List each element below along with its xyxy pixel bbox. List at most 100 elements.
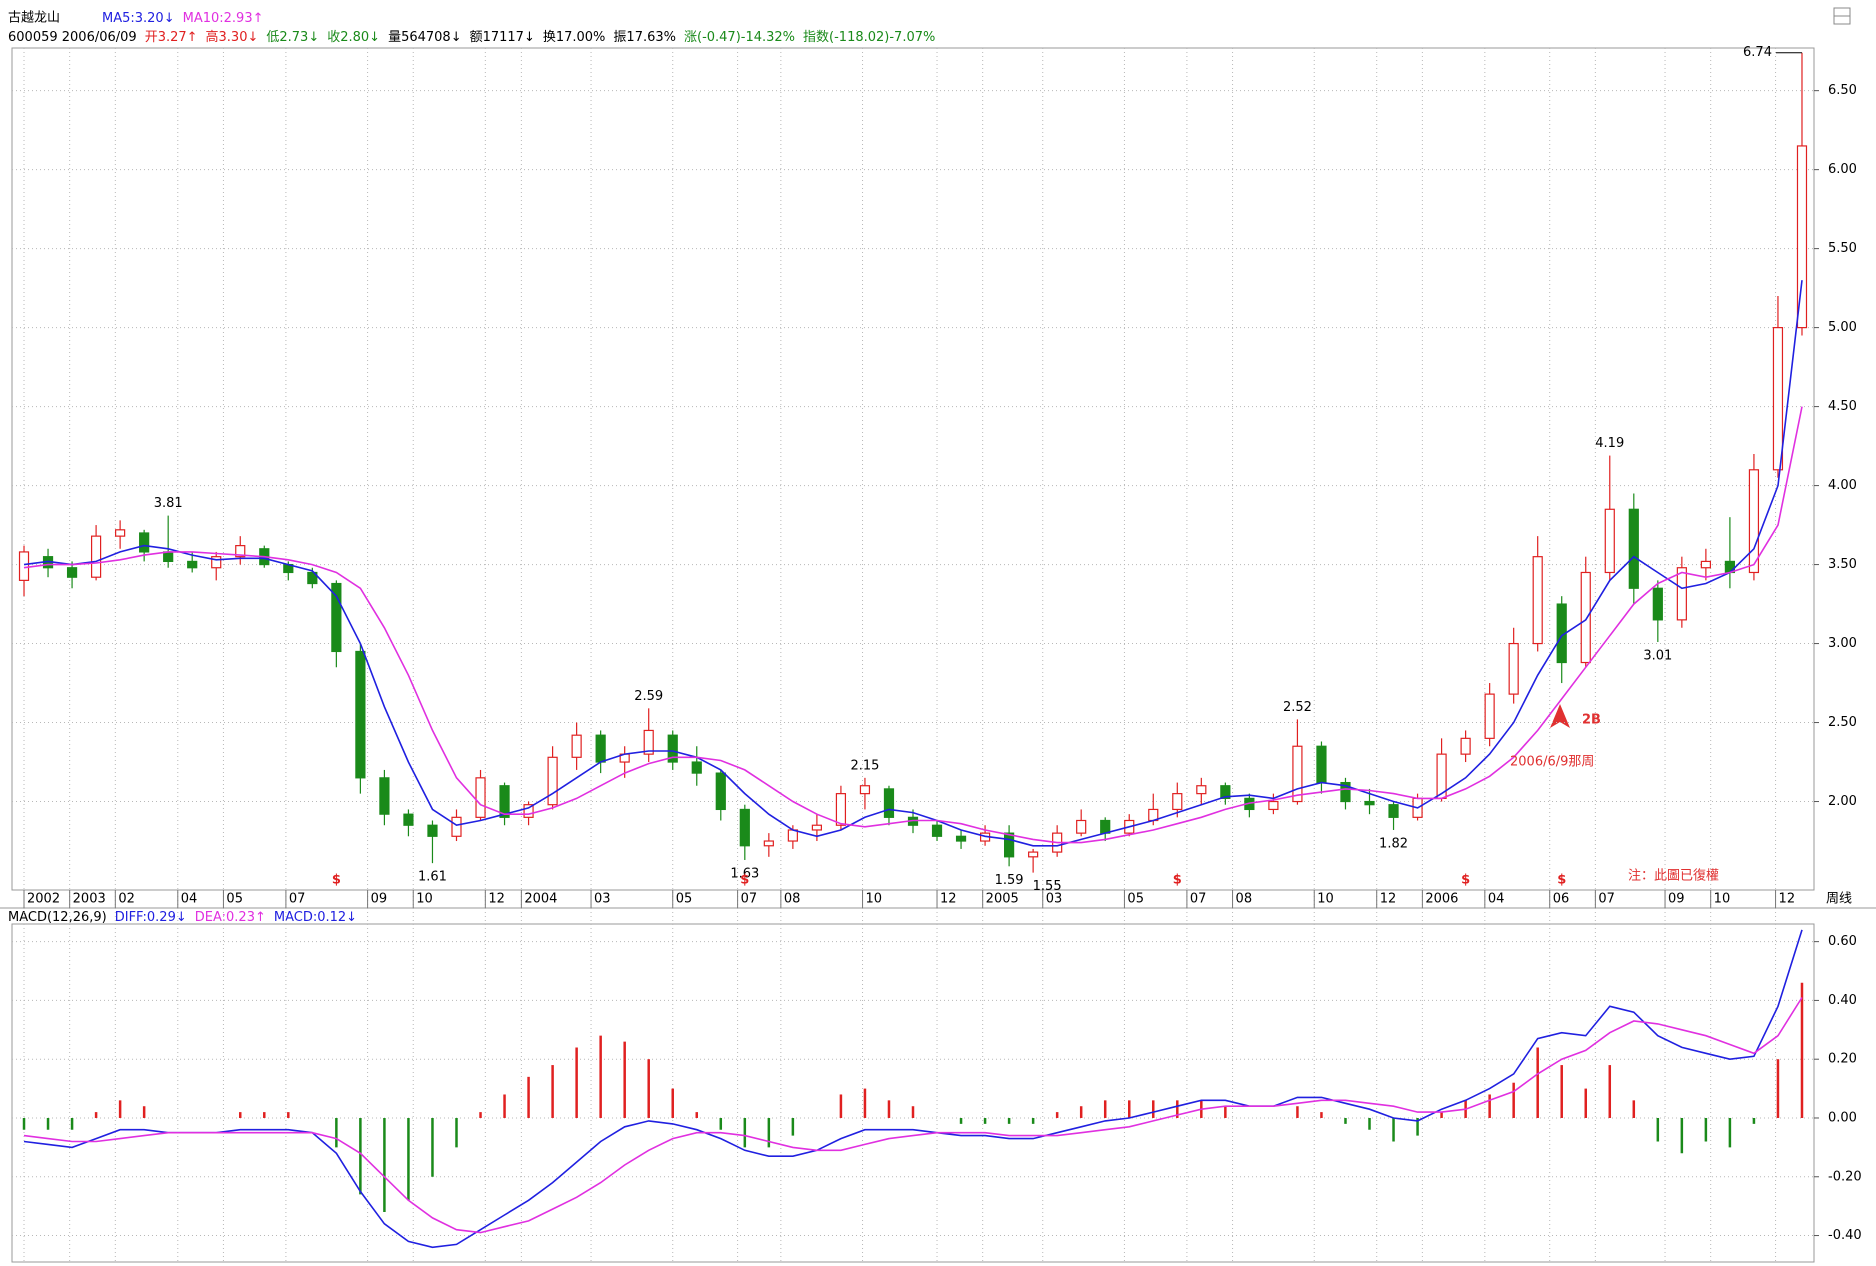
candle-body <box>235 545 246 558</box>
extreme-label: 3.81 <box>154 496 183 511</box>
candle-body <box>1196 785 1207 795</box>
candle-body <box>1004 832 1015 858</box>
quote-info-item: 换17.00% <box>543 30 606 45</box>
candle-body <box>1796 145 1808 329</box>
candle-body <box>715 772 726 811</box>
quote-info: 600059 2006/06/09 开3.27↑ 高3.30↓ 低2.73↓ 收2.80… <box>8 29 935 45</box>
annotation: 2B <box>1582 713 1601 728</box>
quote-info-item: 额17117↓ <box>470 30 535 45</box>
macd-panel-frame <box>11 923 1815 1263</box>
extreme-label: 4.19 <box>1595 436 1624 451</box>
x-tick-label: 05 <box>1127 892 1144 907</box>
y-tick-label: 0.40 <box>1828 993 1857 1008</box>
candle-body <box>955 835 967 842</box>
x-tick-label: 2003 <box>73 892 106 907</box>
period-label: 周线 <box>1826 892 1852 907</box>
y-tick-label: 5.00 <box>1828 320 1857 335</box>
x-tick-label: 12 <box>488 892 505 907</box>
candle-body <box>1748 469 1760 574</box>
candle-body <box>18 551 30 581</box>
y-tick-label: 5.50 <box>1828 241 1857 256</box>
candle-body <box>811 824 822 831</box>
x-tick-label: 10 <box>866 892 883 907</box>
candle-body <box>547 756 558 806</box>
candle-body <box>1532 556 1543 645</box>
extreme-label: 1.61 <box>418 870 447 885</box>
candle-body <box>1772 327 1784 471</box>
x-tick-label: 12 <box>1779 892 1796 907</box>
y-tick-label: 0.00 <box>1828 1110 1857 1125</box>
candle-body <box>427 824 438 837</box>
y-tick-label: 6.50 <box>1828 83 1857 98</box>
ma-legend-item: MA10:2.93↑ <box>183 11 264 26</box>
x-tick-label: 06 <box>1553 892 1570 907</box>
candle-body <box>883 788 895 818</box>
x-tick-label: 05 <box>226 892 243 907</box>
quote-info-item: 低2.73↓ <box>266 30 319 45</box>
candle-body <box>379 777 390 815</box>
candle-body <box>499 785 510 818</box>
x-tick-label: 08 <box>1236 892 1253 907</box>
candle-body <box>163 551 174 563</box>
candle-body <box>1580 571 1591 664</box>
candle-body <box>859 785 871 795</box>
x-tick-label: 12 <box>1380 892 1397 907</box>
candle-body <box>331 582 342 653</box>
candle-body <box>451 816 462 837</box>
extreme-label: 2.15 <box>850 758 879 773</box>
x-tick-label: 02 <box>118 892 135 907</box>
ex-rights-marker: $ <box>332 873 341 888</box>
candle-body <box>595 734 606 763</box>
x-tick-label: 09 <box>1668 892 1685 907</box>
extreme-label: 2.59 <box>634 689 663 704</box>
x-tick-label: 05 <box>676 892 693 907</box>
y-tick-label: 4.50 <box>1828 399 1857 414</box>
candle-body <box>475 777 486 818</box>
candle-body <box>355 650 366 779</box>
y-tick-label: 0.20 <box>1828 1052 1857 1067</box>
x-tick-label: 09 <box>371 892 388 907</box>
candle-body <box>691 761 702 774</box>
candle-body <box>1652 587 1663 621</box>
y-tick-label: 2.50 <box>1828 715 1857 730</box>
annotation: 2006/6/9那周 <box>1510 755 1594 770</box>
candle-body <box>643 729 654 755</box>
ma-legend: MA5:3.20↓ MA10:2.93↑ <box>102 11 263 26</box>
quote-info-item: 量564708↓ <box>388 30 462 45</box>
candle-body <box>211 556 222 569</box>
y-tick-label: -0.40 <box>1828 1228 1862 1243</box>
x-tick-label: 10 <box>1317 892 1334 907</box>
macd-legend-item: MACD:0.12↓ <box>274 910 357 925</box>
quote-info-item: 振17.63% <box>613 30 676 45</box>
candle-body <box>307 571 318 585</box>
candle-body <box>1676 567 1687 621</box>
extreme-label: 1.82 <box>1379 836 1408 851</box>
candle-body <box>1364 800 1375 806</box>
candle-body <box>66 567 78 578</box>
candle-body <box>1028 851 1039 858</box>
candle-body <box>403 813 414 826</box>
candle-body <box>139 532 150 553</box>
stock-name: 古越龙山 <box>8 11 60 26</box>
ex-rights-marker: $ <box>1461 873 1470 888</box>
x-tick-label: 03 <box>1046 892 1063 907</box>
candle-body <box>1268 800 1279 811</box>
x-tick-label: 04 <box>1488 892 1505 907</box>
x-tick-label: 2005 <box>986 892 1019 907</box>
candle-body <box>1292 745 1303 803</box>
candle-body <box>1508 642 1519 695</box>
candle-body <box>1316 745 1327 784</box>
x-tick-label: 07 <box>741 892 758 907</box>
x-tick-label: 03 <box>594 892 611 907</box>
macd-line <box>23 929 1803 1249</box>
y-tick-label: 6.00 <box>1828 162 1857 177</box>
candle-body <box>187 560 198 569</box>
macd-legend-item: MACD(12,26,9) <box>8 910 107 925</box>
annotation: 注：此圖已復權 <box>1628 868 1719 884</box>
x-tick-label: 04 <box>181 892 198 907</box>
candle-body <box>571 734 582 758</box>
y-tick-label: 3.50 <box>1828 557 1857 572</box>
extreme-label: 1.55 <box>1033 879 1062 894</box>
